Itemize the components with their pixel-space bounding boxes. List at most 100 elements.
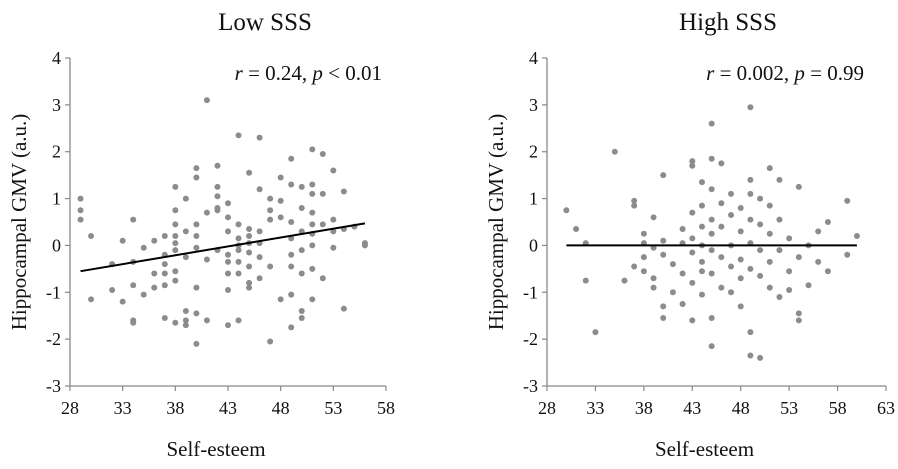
data-point — [193, 221, 200, 228]
data-point — [621, 277, 628, 284]
data-point — [757, 195, 764, 202]
data-point — [698, 223, 705, 230]
data-point — [182, 308, 189, 315]
data-point — [319, 275, 326, 282]
data-point — [77, 195, 84, 202]
data-point — [853, 233, 860, 240]
data-point — [309, 265, 316, 272]
data-point — [795, 183, 802, 190]
data-point — [309, 181, 316, 188]
data-point — [340, 305, 347, 312]
data-point — [203, 209, 210, 216]
data-point — [298, 270, 305, 277]
data-point — [298, 247, 305, 254]
data-point — [689, 249, 696, 256]
data-point — [757, 354, 764, 361]
data-point — [728, 263, 735, 270]
data-point — [708, 230, 715, 237]
data-point — [737, 275, 744, 282]
data-point — [256, 186, 263, 193]
data-point — [309, 209, 316, 216]
data-point — [256, 275, 263, 282]
data-point — [214, 193, 221, 200]
data-point — [172, 233, 179, 240]
data-point — [288, 251, 295, 258]
data-point — [689, 317, 696, 324]
data-point — [140, 244, 147, 251]
data-point — [193, 165, 200, 172]
data-point — [776, 247, 783, 254]
data-point — [689, 209, 696, 216]
data-point — [650, 284, 657, 291]
data-point — [235, 247, 242, 254]
data-point — [805, 282, 812, 289]
data-point — [737, 256, 744, 263]
data-point — [582, 277, 589, 284]
data-point — [737, 228, 744, 235]
data-point — [88, 296, 95, 303]
data-point — [698, 258, 705, 265]
data-point — [844, 251, 851, 258]
data-point — [161, 233, 168, 240]
data-point — [728, 190, 735, 197]
y-tick-label: -3 — [46, 376, 61, 396]
data-point — [246, 226, 253, 233]
data-point — [747, 176, 754, 183]
chart-title: High SSS — [679, 9, 777, 36]
data-point — [309, 221, 316, 228]
data-point — [235, 258, 242, 265]
data-point — [698, 202, 705, 209]
data-point — [708, 155, 715, 162]
data-point — [277, 174, 284, 181]
data-point — [172, 221, 179, 228]
y-tick-label: 2 — [52, 142, 61, 162]
data-point — [235, 270, 242, 277]
data-point — [766, 202, 773, 209]
data-point — [815, 258, 822, 265]
data-point — [824, 268, 831, 275]
data-point — [728, 289, 735, 296]
data-point — [225, 258, 231, 265]
data-point — [361, 242, 368, 249]
data-point — [319, 221, 326, 228]
data-point — [640, 254, 647, 261]
data-point — [844, 197, 851, 204]
x-axis-label: Self-esteem — [166, 437, 265, 461]
data-point — [660, 315, 667, 322]
data-point — [235, 235, 242, 242]
y-tick-label: -3 — [523, 376, 538, 396]
data-point — [766, 165, 773, 172]
data-point — [631, 202, 638, 209]
x-tick-label: 53 — [324, 398, 342, 418]
panel-high-sss: High SSS -3 -2 -1 0 1 2 3 4 28 33 38 43 48 53 58 63 Self-… — [484, 9, 895, 461]
data-point — [718, 284, 725, 291]
data-point — [679, 301, 686, 307]
y-tick-label: 4 — [52, 48, 61, 68]
data-point — [330, 244, 337, 251]
data-point — [182, 254, 189, 261]
data-point — [288, 263, 295, 270]
data-point — [611, 148, 618, 155]
y-tick-label: 4 — [529, 48, 538, 68]
x-tick-label: 43 — [683, 398, 701, 418]
x-tick-label: 43 — [219, 398, 237, 418]
data-point — [235, 221, 242, 228]
data-point — [225, 228, 231, 235]
data-point — [640, 268, 647, 275]
x-tick-label: 48 — [732, 398, 750, 418]
data-point — [267, 338, 274, 345]
data-point — [698, 268, 705, 275]
data-point — [225, 322, 231, 329]
data-point — [256, 228, 263, 235]
data-point — [172, 183, 179, 190]
data-point — [288, 291, 295, 298]
data-point — [203, 256, 210, 263]
data-point — [631, 263, 638, 270]
x-tick-label: 38 — [166, 398, 184, 418]
data-point — [109, 286, 116, 293]
y-tick-label: 3 — [529, 95, 538, 115]
data-point — [235, 132, 242, 139]
data-point — [246, 169, 253, 176]
y-axis-label: Hippocampal GMV (a.u.) — [484, 114, 508, 331]
data-point — [708, 120, 715, 127]
